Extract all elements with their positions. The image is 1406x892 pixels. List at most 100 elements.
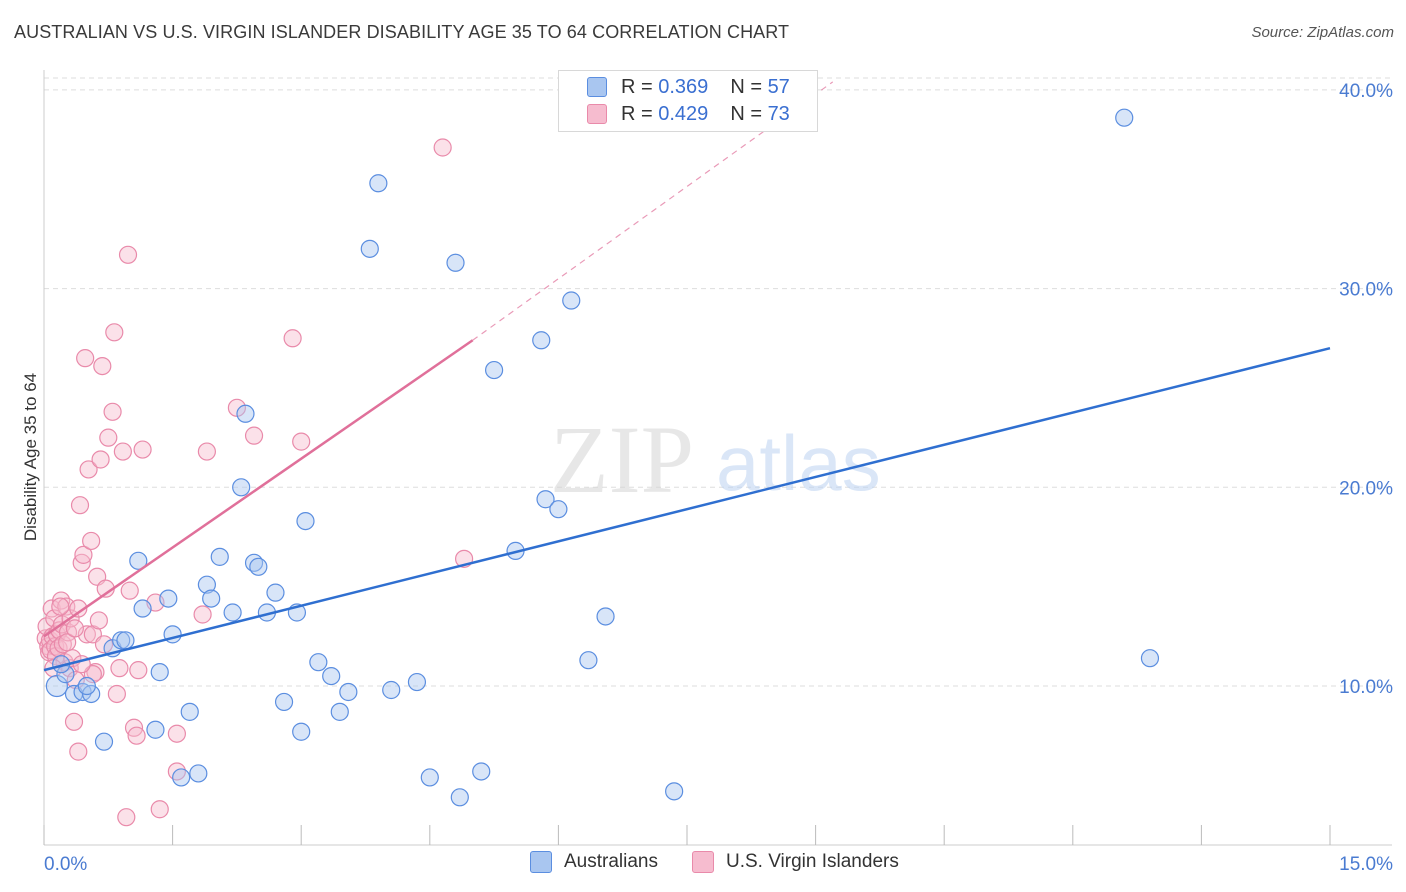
data-point-australians: [172, 768, 191, 787]
data-point-virgin-islanders: [433, 138, 452, 157]
trend-lines: [43, 81, 1331, 672]
data-point-australians: [197, 575, 216, 594]
data-point-australians: [1140, 649, 1160, 668]
data-point-virgin-islanders: [105, 323, 124, 342]
data-point-australians: [159, 589, 178, 608]
data-point-australians: [532, 331, 551, 350]
data-point-virgin-islanders: [64, 712, 84, 731]
legend-label: Australians: [564, 851, 658, 872]
legend-item-virgin-islanders[interactable]: U.S. Virgin Islanders: [692, 851, 899, 873]
data-point-australians: [150, 663, 169, 682]
data-point-virgin-islanders: [117, 808, 136, 827]
data-point-australians: [420, 768, 439, 787]
data-point-virgin-islanders: [110, 659, 129, 678]
axes: [43, 70, 1392, 846]
legend-n-value: 73: [767, 102, 790, 125]
data-point-australians: [330, 702, 349, 721]
legend-item-australians[interactable]: Australians: [530, 851, 658, 873]
data-point-virgin-islanders: [197, 442, 216, 461]
data-point-australians: [360, 239, 379, 258]
data-point-australians: [446, 253, 465, 272]
legend-row-australians: R = 0.369 N = 57: [587, 74, 790, 100]
series-legend: Australians U.S. Virgin Islanders: [530, 851, 933, 873]
data-point-australians: [549, 500, 568, 519]
data-point-virgin-islanders: [82, 531, 101, 551]
trend-line-australians: [43, 346, 1331, 672]
data-point-virgin-islanders: [70, 496, 90, 515]
source-label: Source: ZipAtlas.com: [1251, 24, 1394, 41]
data-point-australians: [472, 762, 491, 781]
legend-n-label: N =: [730, 102, 768, 125]
y-tick-labels: 10.0% 20.0% 30.0% 40.0%: [1339, 81, 1393, 698]
data-point-virgin-islanders: [74, 545, 93, 564]
data-point-virgin-islanders: [118, 245, 138, 264]
data-point-virgin-islanders: [65, 619, 84, 638]
data-point-australians: [309, 653, 328, 672]
data-point-australians: [116, 631, 135, 650]
y-tick-label: 40.0%: [1339, 81, 1393, 102]
data-point-australians: [266, 583, 285, 602]
legend-r-label: R =: [621, 75, 659, 98]
legend-r-value: 0.369: [658, 75, 709, 98]
x-tick-min: 0.0%: [44, 854, 87, 875]
data-point-australians: [94, 732, 114, 751]
data-point-virgin-islanders: [58, 633, 77, 652]
data-point-australians: [596, 607, 615, 626]
y-tick-label: 30.0%: [1339, 280, 1393, 301]
data-point-australians: [232, 478, 251, 497]
data-point-virgin-islanders: [120, 581, 139, 600]
data-point-virgin-islanders: [127, 726, 146, 745]
data-point-virgin-islanders: [107, 684, 126, 704]
data-point-australians: [202, 589, 221, 608]
data-point-virgin-islanders: [69, 599, 88, 618]
data-point-australians: [189, 764, 208, 783]
data-point-virgin-islanders: [103, 402, 122, 421]
watermark: ZIP atlas: [550, 406, 881, 513]
data-point-australians: [249, 557, 268, 576]
data-point-australians: [382, 680, 401, 700]
chart-title: AUSTRALIAN VS U.S. VIRGIN ISLANDER DISAB…: [14, 22, 790, 42]
data-point-virgin-islanders: [99, 428, 118, 447]
data-point-virgin-islanders: [79, 460, 98, 479]
data-point-australians: [536, 490, 555, 509]
watermark-zip: ZIP: [550, 406, 694, 513]
data-point-virgin-islanders: [76, 349, 95, 368]
data-point-australians: [579, 651, 598, 670]
data-point-virgin-islanders: [89, 611, 108, 630]
legend-swatch-pink: [587, 104, 607, 124]
data-point-virgin-islanders: [69, 742, 88, 761]
legend-n-label: N =: [730, 75, 768, 98]
data-point-virgin-islanders: [129, 661, 148, 680]
series-australians: [45, 108, 1160, 807]
data-point-australians: [296, 511, 315, 531]
data-point-australians: [146, 720, 165, 739]
data-point-australians: [236, 404, 255, 423]
trend-line-virgin-islanders: [43, 339, 474, 638]
data-point-australians: [223, 603, 242, 622]
data-point-australians: [665, 782, 684, 801]
data-point-virgin-islanders: [150, 800, 169, 819]
watermark-atlas: atlas: [716, 419, 881, 507]
y-tick-label: 10.0%: [1339, 677, 1393, 698]
data-point-virgin-islanders: [94, 635, 114, 654]
trend-extension-virgin-islanders: [472, 81, 834, 341]
data-point-australians: [562, 291, 581, 310]
data-point-australians: [292, 722, 311, 741]
data-point-australians: [129, 551, 148, 570]
data-point-virgin-islanders: [244, 426, 264, 445]
y-tick-label: 20.0%: [1339, 478, 1393, 499]
data-point-australians: [450, 788, 469, 807]
data-point-virgin-islanders: [51, 597, 70, 616]
data-point-australians: [322, 666, 341, 686]
data-point-australians: [180, 702, 199, 721]
data-point-virgin-islanders: [86, 663, 105, 682]
data-point-australians: [407, 672, 427, 692]
correlation-legend: R = 0.369 N = 57 R = 0.429 N = 73: [558, 70, 818, 132]
y-axis-label: Disability Age 35 to 64: [21, 373, 40, 541]
series-virgin-islanders: [36, 138, 474, 827]
data-point-australians: [1115, 108, 1134, 127]
data-point-australians: [274, 692, 294, 712]
legend-n-value: 57: [767, 75, 790, 98]
data-point-australians: [77, 676, 96, 696]
